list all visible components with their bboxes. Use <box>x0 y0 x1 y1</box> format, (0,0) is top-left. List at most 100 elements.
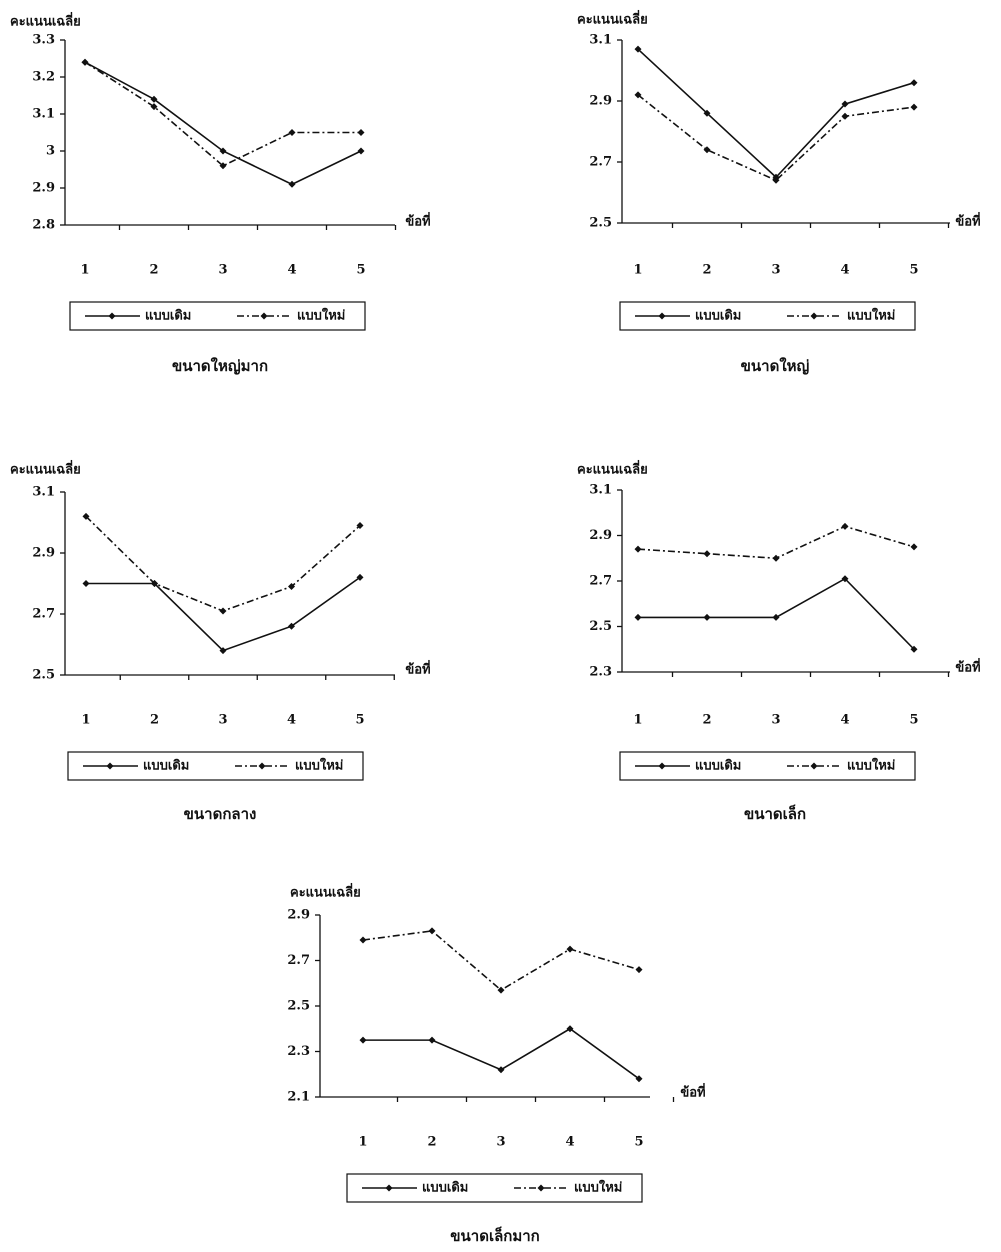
x-tick-label: 1 <box>80 263 89 278</box>
x-tick-label: 1 <box>358 1135 367 1150</box>
y-tick-label: 2.5 <box>589 216 612 231</box>
y-axis-label: คะแนนเฉลี่ย <box>10 460 81 478</box>
y-tick-label: 2.7 <box>589 574 612 589</box>
x-tick-label: 4 <box>565 1135 574 1150</box>
point-marker <box>635 546 642 553</box>
x-tick-label: 4 <box>840 263 849 278</box>
legend-label: แบบใหม่ <box>847 307 895 324</box>
x-tick-label: 3 <box>218 263 227 278</box>
y-tick-label: 2.9 <box>32 181 55 196</box>
y-tick-label: 3.1 <box>589 33 612 48</box>
x-tick-label: 5 <box>634 1135 643 1150</box>
legend-label: แบบเดิม <box>145 309 191 324</box>
point-marker <box>911 543 918 550</box>
legend-label: แบบใหม่ <box>847 757 895 774</box>
chart-title: ขนาดกลาง <box>184 805 257 823</box>
legend-marker <box>261 313 268 320</box>
x-tick-label: 4 <box>287 713 296 728</box>
x-tick-label: 5 <box>356 263 365 278</box>
x-tick-label: 4 <box>287 263 296 278</box>
x-tick-label: 2 <box>150 713 159 728</box>
chart-title: ขนาดเล็ก <box>744 804 806 823</box>
y-tick-label: 3.1 <box>589 483 612 498</box>
x-axis-label: ข้อที่ <box>955 212 980 230</box>
y-tick-label: 3 <box>46 144 55 159</box>
x-tick-label: 2 <box>702 713 711 728</box>
point-marker <box>358 148 365 155</box>
point-marker <box>429 1037 436 1044</box>
point-marker <box>498 1066 505 1073</box>
point-marker <box>842 113 849 120</box>
y-axis-label: คะแนนเฉลี่ย <box>290 883 361 901</box>
y-tick-label: 2.3 <box>589 665 612 680</box>
point-marker <box>83 580 90 587</box>
legend-marker <box>811 763 818 770</box>
x-tick-label: 2 <box>427 1135 436 1150</box>
point-marker <box>704 614 711 621</box>
legend-marker <box>659 313 666 320</box>
legend-label: แบบเดิม <box>695 759 741 774</box>
point-marker <box>358 129 365 136</box>
x-tick-label: 1 <box>81 713 90 728</box>
y-tick-label: 2.9 <box>589 528 612 543</box>
legend-marker <box>107 763 114 770</box>
point-marker <box>704 550 711 557</box>
point-marker <box>842 523 849 530</box>
legend-label: แบบใหม่ <box>297 307 345 324</box>
y-tick-label: 2.7 <box>589 155 612 170</box>
x-axis-label: ข้อที่ <box>955 658 980 676</box>
legend-marker <box>811 313 818 320</box>
x-tick-label: 3 <box>496 1135 505 1150</box>
y-tick-label: 2.9 <box>287 908 310 923</box>
point-marker <box>704 146 711 153</box>
point-marker <box>911 79 918 86</box>
x-axis-label: ข้อที่ <box>405 660 430 678</box>
y-axis-label: คะแนนเฉลี่ย <box>577 10 648 28</box>
series-line <box>363 931 639 990</box>
point-marker <box>360 937 367 944</box>
chart-title: ขนาดใหญ่มาก <box>172 357 268 375</box>
chart-title: ขนาดเล็กมาก <box>450 1226 539 1245</box>
y-tick-label: 2.5 <box>589 619 612 634</box>
point-marker <box>220 607 227 614</box>
point-marker <box>636 966 643 973</box>
point-marker <box>773 555 780 562</box>
x-tick-label: 5 <box>355 713 364 728</box>
page: {"chart_data": [ {"type": "line", "title… <box>0 0 1001 1252</box>
legend-marker <box>538 1185 545 1192</box>
point-marker <box>567 946 574 953</box>
legend-marker <box>659 763 666 770</box>
y-tick-label: 3.1 <box>32 107 55 122</box>
y-tick-label: 2.9 <box>32 546 55 561</box>
x-tick-label: 1 <box>633 713 642 728</box>
x-tick-label: 3 <box>218 713 227 728</box>
legend-label: แบบใหม่ <box>295 757 343 774</box>
legend-marker <box>259 763 266 770</box>
x-tick-label: 5 <box>909 713 918 728</box>
y-tick-label: 2.7 <box>287 953 310 968</box>
point-marker <box>773 614 780 621</box>
legend-marker <box>386 1185 393 1192</box>
x-axis-label: ข้อที่ <box>405 212 430 230</box>
y-tick-label: 2.1 <box>287 1090 310 1105</box>
x-axis-label: ข้อที่ <box>680 1083 705 1101</box>
point-marker <box>498 987 505 994</box>
x-tick-label: 5 <box>909 263 918 278</box>
series-line <box>638 95 914 180</box>
legend-label: แบบใหม่ <box>574 1179 622 1196</box>
x-tick-label: 3 <box>771 713 780 728</box>
series-line <box>638 526 914 558</box>
y-tick-label: 3.1 <box>32 485 55 500</box>
point-marker <box>289 129 296 136</box>
x-tick-label: 2 <box>149 263 158 278</box>
y-tick-label: 2.5 <box>287 999 310 1014</box>
y-tick-label: 2.3 <box>287 1044 310 1059</box>
point-marker <box>635 614 642 621</box>
legend-label: แบบเดิม <box>422 1181 468 1196</box>
point-marker <box>289 181 296 188</box>
y-tick-label: 3.3 <box>32 33 55 48</box>
legend-marker <box>109 313 116 320</box>
point-marker <box>429 927 436 934</box>
chart-title: ขนาดใหญ่ <box>741 357 810 375</box>
x-tick-label: 1 <box>633 263 642 278</box>
